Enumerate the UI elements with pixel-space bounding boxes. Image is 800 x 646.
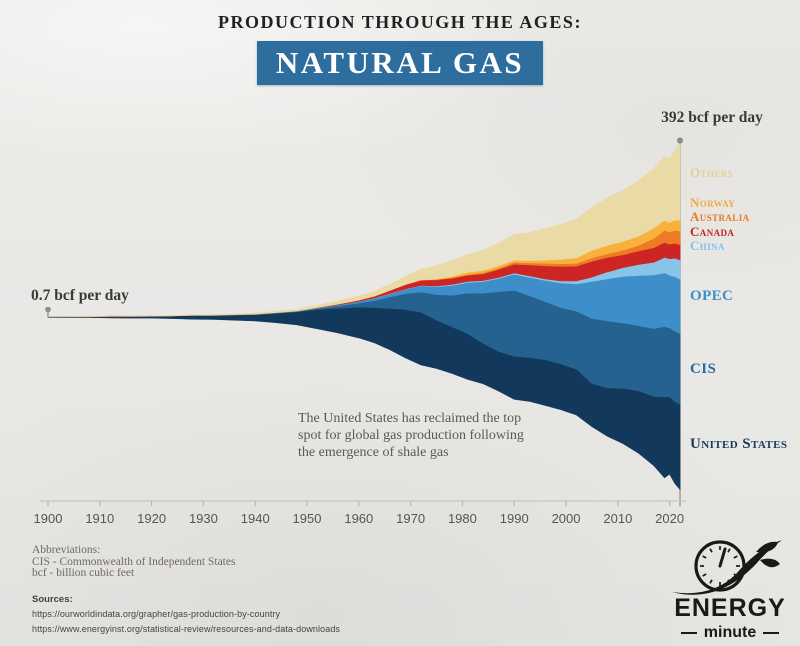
stream-layer-others (47, 143, 681, 317)
abbreviation-bcf: bcf - billion cubic feet (32, 567, 135, 579)
annotation-line-1: The United States has reclaimed the top (298, 411, 522, 426)
abbreviations-block: Abbreviations: CIS - Commonwealth of Ind… (32, 544, 236, 580)
x-axis-tick-label-1980: 1980 (448, 511, 477, 526)
logo-sub-label: minute (703, 624, 757, 641)
legend-label-others: Others (690, 165, 733, 180)
leaf-top (756, 541, 778, 553)
x-axis-tick-label-1910: 1910 (85, 511, 114, 526)
annotation-line-3: the emergence of shale gas (298, 445, 449, 460)
stopwatch-hand (718, 547, 727, 568)
logo-name: ENERGY (674, 594, 786, 622)
x-axis-tick-label-2020: 2020 (655, 511, 684, 526)
abbreviation-cis: CIS - Commonwealth of Independent States (32, 555, 236, 568)
start-value-label: 0.7 bcf per day (31, 287, 129, 304)
stopwatch-tick (727, 548, 731, 553)
end-value-label: 392 bcf per day (661, 109, 763, 126)
stopwatch-tick (702, 573, 707, 577)
page-title: NATURAL GAS (275, 45, 525, 80)
x-axis-tick-label-1940: 1940 (241, 511, 270, 526)
end-marker-dot (677, 137, 683, 144)
x-axis-tick-label-1920: 1920 (137, 511, 166, 526)
source-url-1: https://ourworldindata.org/grapher/gas-p… (32, 609, 281, 619)
sources-block: Sources: https://ourworldindata.org/grap… (32, 594, 340, 638)
logo-subtitle: minute (660, 624, 800, 642)
stopwatch-tick (709, 579, 713, 584)
x-axis-tick-label-1900: 1900 (34, 511, 63, 526)
chart-annotation: The United States has reclaimed the top … (298, 410, 550, 461)
start-marker-dot (45, 306, 51, 313)
x-axis-tick-label-1990: 1990 (500, 511, 529, 526)
legend-label-australia: Australia (690, 209, 750, 224)
stopwatch-tick (733, 555, 738, 559)
abbreviations-title: Abbreviations: (32, 544, 101, 556)
legend-label-opec: OPEC (690, 288, 733, 304)
source-url-2: https://www.energyinst.org/statistical-r… (32, 623, 341, 634)
x-axis-tick-label-1960: 1960 (344, 511, 373, 526)
logo-dash-left (680, 632, 697, 634)
stopwatch-leaf-icon (672, 540, 782, 595)
sources-title: Sources: (32, 594, 73, 605)
leaf-right (760, 558, 780, 568)
legend-label-canada: Canada (690, 224, 734, 239)
stopwatch-tick (702, 555, 707, 559)
chart-kicker: Production Through the Ages: (218, 12, 582, 32)
stopwatch-tick (709, 548, 713, 553)
x-axis-tick-label-2000: 2000 (552, 511, 581, 526)
logo-dash-right (763, 632, 780, 634)
x-axis-tick-label-1950: 1950 (293, 511, 322, 526)
legend-label-united-states: United States (690, 436, 787, 452)
x-axis-tick-label-1930: 1930 (189, 511, 218, 526)
annotation-line-2: spot for global gas production following (298, 428, 524, 443)
title-banner: NATURAL GAS (257, 41, 543, 85)
legend-label-china: China (690, 238, 725, 253)
x-axis-tick-label-2010: 2010 (603, 511, 632, 526)
legend-label-cis: CIS (690, 361, 716, 377)
x-axis-tick-label-1970: 1970 (396, 511, 425, 526)
energy-minute-logo: ENERGY minute (660, 528, 800, 646)
legend-label-norway: Norway (690, 195, 735, 210)
